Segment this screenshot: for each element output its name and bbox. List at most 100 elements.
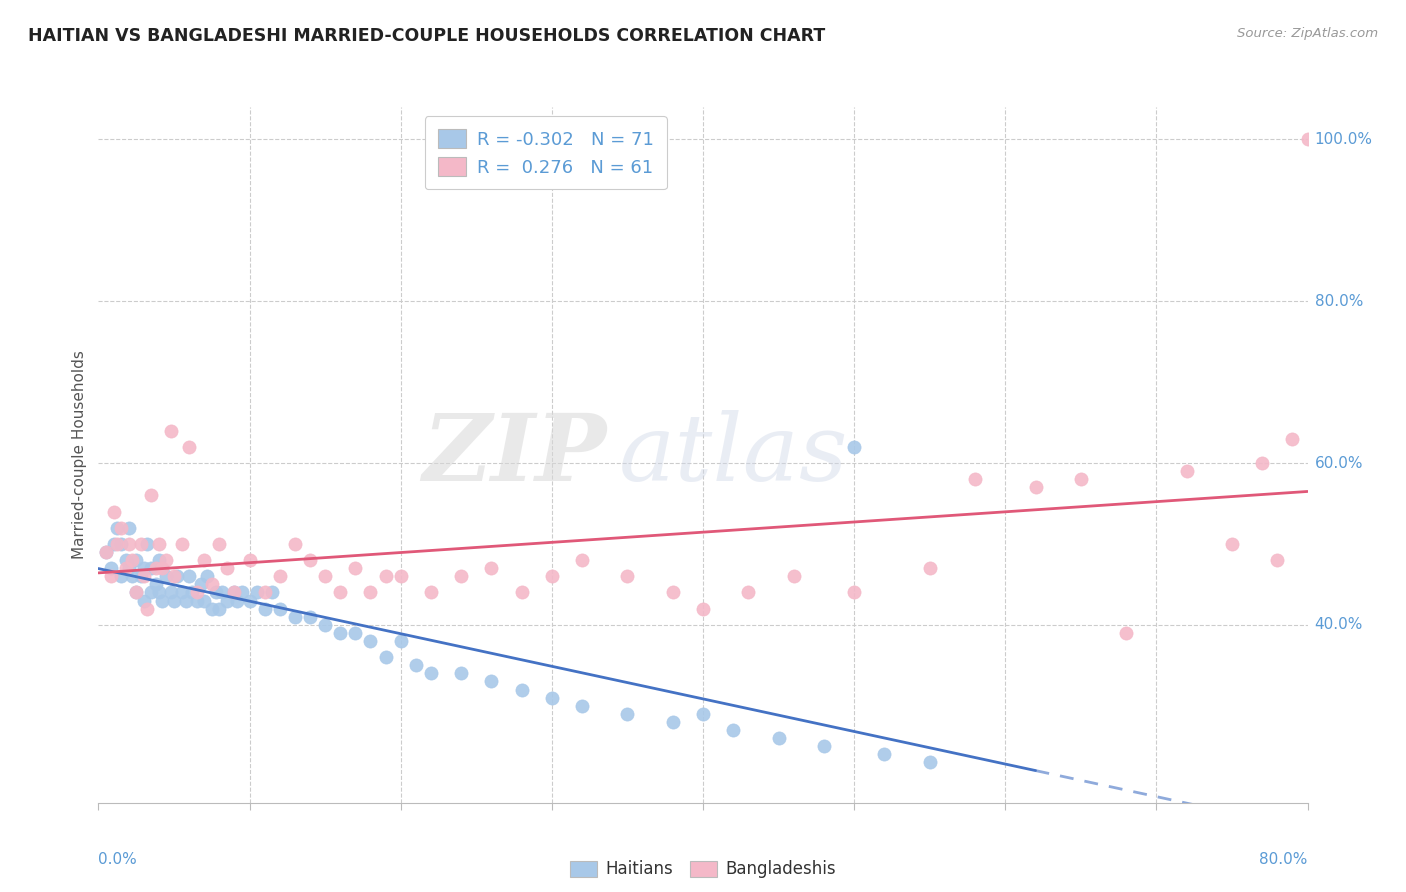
Point	[226, 593, 249, 607]
Point	[110, 569, 132, 583]
Point	[344, 626, 367, 640]
Point	[314, 617, 336, 632]
Point	[374, 569, 396, 583]
Text: ZIP: ZIP	[422, 410, 606, 500]
Point	[148, 537, 170, 551]
Point	[118, 561, 141, 575]
Point	[389, 569, 412, 583]
Point	[148, 553, 170, 567]
Point	[208, 601, 231, 615]
Point	[166, 569, 188, 583]
Point	[1175, 464, 1198, 478]
Point	[246, 585, 269, 599]
Text: Source: ZipAtlas.com: Source: ZipAtlas.com	[1237, 27, 1378, 40]
Point	[103, 504, 125, 518]
Point	[1220, 537, 1243, 551]
Point	[844, 585, 866, 599]
Point	[94, 545, 117, 559]
Point	[239, 553, 262, 567]
Point	[768, 731, 790, 745]
Point	[208, 537, 231, 551]
Point	[125, 585, 148, 599]
Point	[110, 521, 132, 535]
Point	[155, 569, 177, 583]
Point	[105, 537, 128, 551]
Point	[450, 569, 472, 583]
Point	[114, 561, 136, 575]
Point	[129, 569, 152, 583]
Point	[132, 569, 155, 583]
Point	[239, 593, 262, 607]
Point	[299, 609, 322, 624]
Point	[510, 585, 533, 599]
Text: 80.0%: 80.0%	[1315, 293, 1362, 309]
Point	[190, 577, 212, 591]
Point	[141, 488, 163, 502]
Point	[1070, 472, 1092, 486]
Point	[94, 545, 117, 559]
Point	[145, 561, 167, 575]
Text: 80.0%: 80.0%	[1260, 852, 1308, 867]
Point	[150, 561, 173, 575]
Point	[163, 593, 186, 607]
Point	[253, 601, 276, 615]
Point	[181, 585, 204, 599]
Point	[193, 593, 215, 607]
Point	[174, 593, 197, 607]
Point	[782, 569, 804, 583]
Point	[148, 585, 170, 599]
Y-axis label: Married-couple Households: Married-couple Households	[72, 351, 87, 559]
Point	[873, 747, 896, 762]
Point	[100, 561, 122, 575]
Point	[1251, 456, 1274, 470]
Point	[692, 706, 714, 721]
Point	[141, 561, 163, 575]
Point	[1265, 553, 1288, 567]
Point	[132, 593, 155, 607]
Point	[114, 553, 136, 567]
Point	[481, 561, 503, 575]
Point	[118, 537, 141, 551]
Text: HAITIAN VS BANGLADESHI MARRIED-COUPLE HOUSEHOLDS CORRELATION CHART: HAITIAN VS BANGLADESHI MARRIED-COUPLE HO…	[28, 27, 825, 45]
Point	[125, 553, 148, 567]
Point	[616, 569, 638, 583]
Point	[231, 585, 253, 599]
Point	[186, 593, 208, 607]
Point	[299, 553, 322, 567]
Point	[450, 666, 472, 681]
Point	[1024, 480, 1046, 494]
Text: 40.0%: 40.0%	[1315, 617, 1362, 632]
Point	[118, 521, 141, 535]
Point	[125, 585, 148, 599]
Point	[269, 569, 291, 583]
Point	[160, 585, 183, 599]
Point	[844, 440, 866, 454]
Point	[737, 585, 759, 599]
Point	[103, 537, 125, 551]
Point	[918, 561, 941, 575]
Point	[195, 569, 218, 583]
Point	[110, 537, 132, 551]
Point	[661, 585, 683, 599]
Point	[405, 658, 427, 673]
Point	[692, 601, 714, 615]
Point	[160, 424, 183, 438]
Point	[374, 650, 396, 665]
Point	[224, 585, 246, 599]
Point	[481, 674, 503, 689]
Point	[145, 577, 167, 591]
Text: 100.0%: 100.0%	[1315, 132, 1372, 147]
Point	[224, 585, 246, 599]
Point	[1115, 626, 1137, 640]
Point	[121, 569, 143, 583]
Point	[205, 585, 228, 599]
Point	[135, 537, 157, 551]
Point	[163, 569, 186, 583]
Point	[284, 609, 307, 624]
Text: 60.0%: 60.0%	[1315, 456, 1362, 470]
Point	[269, 601, 291, 615]
Point	[177, 440, 201, 454]
Point	[314, 569, 336, 583]
Point	[170, 537, 193, 551]
Point	[1281, 432, 1303, 446]
